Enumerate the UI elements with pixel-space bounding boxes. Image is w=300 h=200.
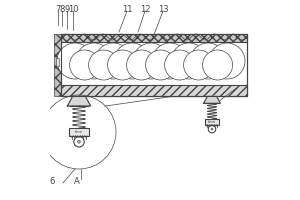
Bar (54, 34, 61, 96)
Bar (56, 58, 59, 66)
Circle shape (127, 50, 157, 80)
Text: 6: 6 (50, 176, 55, 186)
Polygon shape (204, 96, 220, 103)
Bar (69, 128, 88, 136)
Bar (205, 119, 219, 125)
Bar (61, 85, 247, 96)
Circle shape (74, 137, 84, 147)
Text: Snmm: Snmm (75, 130, 83, 134)
Circle shape (202, 50, 232, 80)
Text: 11: 11 (122, 4, 132, 14)
Text: 7: 7 (55, 4, 60, 14)
Circle shape (108, 50, 138, 80)
Circle shape (190, 43, 226, 79)
Circle shape (209, 43, 245, 79)
Bar (61, 34, 247, 96)
Text: 13: 13 (158, 4, 168, 14)
Circle shape (114, 43, 150, 79)
Circle shape (165, 50, 195, 80)
Circle shape (78, 140, 80, 143)
Circle shape (171, 43, 207, 79)
Circle shape (184, 50, 214, 80)
Circle shape (95, 43, 131, 79)
Text: Snmm: Snmm (208, 120, 216, 124)
Circle shape (76, 43, 112, 79)
Text: A: A (74, 176, 80, 186)
Bar (61, 34, 247, 42)
Bar (61, 34, 247, 96)
Circle shape (57, 43, 93, 79)
Text: 9: 9 (64, 4, 70, 14)
Text: 12: 12 (140, 4, 150, 14)
Text: 10: 10 (68, 4, 78, 14)
Circle shape (208, 125, 216, 133)
Circle shape (88, 50, 119, 80)
Circle shape (70, 50, 100, 80)
Circle shape (211, 128, 213, 130)
Circle shape (146, 50, 176, 80)
Text: 8: 8 (60, 4, 65, 14)
Polygon shape (68, 96, 91, 106)
Circle shape (152, 43, 188, 79)
Circle shape (133, 43, 169, 79)
